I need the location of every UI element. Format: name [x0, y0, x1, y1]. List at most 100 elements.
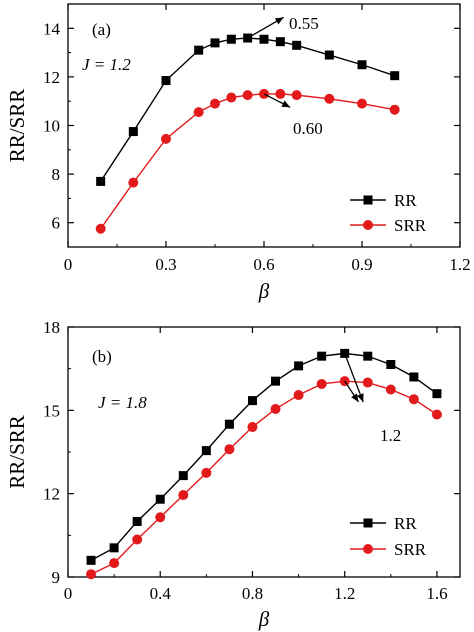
data-point-srr: [178, 490, 189, 501]
x-tick-label: 0.9: [351, 255, 372, 274]
data-point-rr: [271, 376, 281, 386]
data-point-rr: [96, 176, 106, 186]
annotation-arrowhead: [281, 100, 291, 108]
x-tick-label: 1.2: [449, 255, 470, 274]
legend-marker-circle: [363, 220, 373, 230]
legend-label: RR: [394, 191, 417, 210]
x-tick-label: 0.4: [150, 584, 172, 603]
data-point-srr: [408, 394, 419, 405]
data-point-rr: [86, 555, 96, 565]
annotation-label: 1.2: [380, 426, 401, 445]
data-point-srr: [109, 558, 120, 569]
data-point-srr: [86, 569, 97, 580]
y-tick-label: 12: [43, 68, 60, 87]
data-point-rr: [247, 396, 257, 406]
annotation-arrow-line: [344, 353, 364, 403]
data-point-rr: [294, 361, 304, 371]
data-point-rr: [363, 351, 373, 361]
y-axis-label: RR/SRR: [5, 89, 29, 163]
annotation-arrowhead: [274, 17, 284, 25]
panel-a: 0 0.3 0.6 0.9 1.2 6 8 10 12 14 β RR/SRR (a) J = 1.2 0.…: [5, 3, 471, 303]
data-point-srr: [128, 177, 139, 188]
data-point-srr: [193, 107, 204, 118]
data-point-srr: [155, 512, 166, 523]
parameter-label: J = 1.2: [82, 55, 131, 74]
x-tick-label: 1.6: [426, 584, 447, 603]
data-point-srr: [224, 444, 235, 455]
data-point-srr: [431, 409, 442, 420]
series-line-rr: [90, 352, 438, 561]
data-point-srr: [132, 534, 143, 545]
y-tick-label: 14: [43, 19, 61, 38]
data-point-rr: [178, 471, 188, 481]
legend-label: RR: [394, 514, 417, 533]
panel-label: (b): [92, 347, 112, 366]
data-point-rr: [226, 34, 236, 44]
legend-marker-circle: [363, 544, 373, 554]
data-point-rr: [259, 34, 269, 44]
panel-label: (a): [92, 20, 111, 39]
data-point-srr: [242, 90, 253, 101]
data-point-rr: [324, 50, 334, 60]
data-point-srr: [95, 223, 106, 234]
data-point-srr: [161, 133, 171, 144]
x-tick-label: 0: [64, 255, 73, 274]
panel-b: 0 0.4 0.8 1.2 1.6 9 12 15 18 β RR/SRR (b) J = 1.8 1.2…: [5, 318, 461, 631]
data-point-rr: [109, 543, 119, 553]
data-point-srr: [357, 98, 367, 109]
data-point-rr: [386, 360, 396, 369]
x-tick-label: 0.3: [155, 255, 176, 274]
y-tick-label: 8: [52, 165, 61, 184]
data-point-rr: [357, 60, 367, 70]
data-point-srr: [270, 403, 281, 414]
annotation-arrowhead: [357, 393, 364, 402]
data-point-srr: [385, 384, 396, 395]
data-point-srr: [226, 92, 237, 103]
series-line-srr: [90, 380, 438, 575]
data-point-rr: [155, 494, 165, 504]
x-tick-label: 0.6: [253, 255, 274, 274]
legend-marker-square: [363, 518, 373, 528]
data-point-srr: [389, 104, 400, 115]
data-point-rr: [275, 37, 285, 47]
data-point-srr: [291, 90, 302, 101]
annotation-label: 0.55: [289, 14, 319, 33]
data-point-rr: [128, 127, 138, 137]
series-line-rr: [100, 37, 395, 182]
data-point-srr: [210, 98, 220, 109]
data-point-rr: [317, 351, 327, 361]
x-axis-label: β: [258, 607, 270, 631]
parameter-label: J = 1.8: [98, 393, 147, 412]
x-tick-label: 0.8: [242, 584, 263, 603]
data-point-rr: [161, 76, 171, 86]
data-point-srr: [316, 378, 327, 389]
x-axis-label: β: [258, 279, 270, 303]
data-point-rr: [432, 389, 442, 399]
x-tick-label: 1.2: [334, 584, 355, 603]
y-tick-label: 15: [43, 401, 60, 420]
data-point-srr: [324, 93, 335, 104]
data-point-rr: [390, 71, 400, 81]
y-tick-label: 10: [43, 117, 60, 136]
data-point-rr: [224, 419, 234, 429]
legend-label: SRR: [394, 216, 427, 235]
annotation-label: 0.60: [293, 119, 323, 138]
data-point-srr: [201, 467, 212, 478]
legend-label: SRR: [394, 540, 427, 559]
annotation-arrowhead: [351, 393, 359, 402]
y-axis-label: RR/SRR: [5, 415, 29, 489]
data-point-rr: [201, 446, 211, 456]
data-point-srr: [275, 88, 286, 99]
data-point-srr: [247, 422, 258, 432]
data-point-srr: [293, 390, 304, 401]
data-point-rr: [210, 38, 220, 48]
y-tick-label: 9: [52, 568, 61, 587]
x-tick-label: 0: [64, 584, 73, 603]
data-point-rr: [409, 372, 419, 382]
y-tick-label: 6: [52, 214, 61, 233]
data-point-srr: [362, 377, 373, 388]
y-tick-label: 18: [43, 318, 60, 337]
y-tick-label: 12: [43, 485, 60, 504]
data-point-rr: [194, 45, 204, 55]
